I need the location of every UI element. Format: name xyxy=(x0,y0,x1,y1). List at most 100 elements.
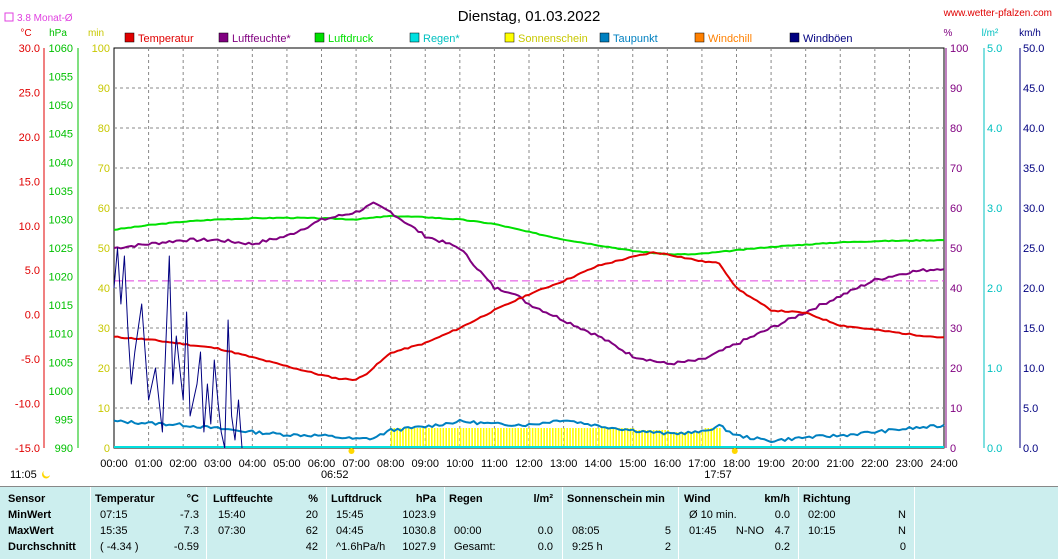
stats-press-value: 1023.9 xyxy=(402,509,436,521)
x-tick-label: 12:00 xyxy=(515,458,543,470)
sunshine-bar xyxy=(716,428,718,448)
stats-hum-value: 62 xyxy=(305,525,318,537)
sunshine-bar xyxy=(687,432,689,448)
x-tick-label: 18:00 xyxy=(723,458,751,470)
x-tick-label: 08:00 xyxy=(377,458,405,470)
tick-label-wind: 40.0 xyxy=(1023,123,1044,135)
tick-label-hum: 10 xyxy=(950,403,962,415)
tick-label-sun: 60 xyxy=(98,203,110,215)
tick-label-rain: 1.0 xyxy=(987,363,1002,375)
weather-chart: Dienstag, 01.03.2022 www.wetter-pfalzen.c… xyxy=(4,8,1052,481)
tick-label-hum: 40 xyxy=(950,283,962,295)
sunshine-bar xyxy=(569,428,571,448)
series-line-temperatur xyxy=(113,251,945,381)
sunrise-icon xyxy=(348,448,355,454)
tick-label-press: 990 xyxy=(55,443,73,455)
statistics-table: Sensor Temperatur °C Luftfeuchte% Luftdruck h… xyxy=(0,486,1058,560)
sunshine-bar xyxy=(595,428,597,448)
legend-label: Windchill xyxy=(708,33,752,45)
tick-label-press: 1010 xyxy=(49,329,73,341)
stats-dir-value: N xyxy=(898,525,906,537)
sunshine-bar xyxy=(592,428,594,448)
stats-dir-value: 0 xyxy=(899,541,906,553)
sunshine-bar xyxy=(583,428,586,448)
sunshine-bar xyxy=(719,428,721,448)
moon-time: 11:05 xyxy=(10,469,37,481)
series-line-taupunkt xyxy=(113,418,945,444)
stats-rain-time: Gesamt: xyxy=(454,541,496,553)
sunshine-bar xyxy=(445,428,448,448)
sunshine-bar xyxy=(465,428,468,448)
sunshine-bar xyxy=(410,428,413,448)
sunshine-bar xyxy=(713,428,715,448)
sunshine-bar xyxy=(508,428,511,448)
sunshine-bar xyxy=(482,428,485,448)
chart-title: Dienstag, 01.03.2022 xyxy=(458,8,601,25)
sunshine-bar xyxy=(531,428,534,448)
sunshine-bar xyxy=(572,428,574,448)
moon-icon xyxy=(42,471,50,479)
stats-temp-time: 07:15 xyxy=(100,509,128,521)
sunshine-bar xyxy=(684,432,687,448)
axis-unit-sun: min xyxy=(88,28,104,39)
sunshine-bar xyxy=(600,428,603,448)
x-tick-label: 11:00 xyxy=(481,458,508,470)
x-tick-label: 20:00 xyxy=(792,458,820,470)
sunshine-bar xyxy=(690,432,692,448)
legend-swatch xyxy=(409,32,420,43)
sunshine-bar xyxy=(479,428,482,448)
x-tick-label: 16:00 xyxy=(654,458,682,470)
sunshine-bar xyxy=(629,428,632,448)
tick-label-hum: 0 xyxy=(950,443,956,455)
tick-label-press: 995 xyxy=(55,414,73,426)
legend-swatch xyxy=(218,32,229,43)
sunshine-bar xyxy=(609,428,612,448)
legend-swatch xyxy=(789,32,800,43)
stats-header-sun: Sonnenschein min xyxy=(567,493,665,505)
series-line-windben xyxy=(113,247,243,449)
sunshine-bar xyxy=(546,428,548,448)
tick-label-wind: 10.0 xyxy=(1023,363,1044,375)
tick-label-temp: 30.0 xyxy=(19,43,40,55)
sunshine-bar xyxy=(436,428,439,448)
series-line-luftdruck xyxy=(113,214,945,256)
tick-label-press: 1050 xyxy=(49,100,73,112)
sunset-icon xyxy=(731,448,738,454)
sunshine-bar xyxy=(537,428,540,448)
tick-label-rain: 4.0 xyxy=(987,123,1002,135)
legend-label: Temperatur xyxy=(138,33,194,45)
x-tick-label: 00:00 xyxy=(100,458,128,470)
tick-label-rain: 2.0 xyxy=(987,283,1002,295)
sunshine-bar xyxy=(557,428,560,448)
sunrise-time: 06:52 xyxy=(321,469,349,481)
tick-label-press: 1000 xyxy=(49,386,73,398)
sunshine-bar xyxy=(560,428,563,448)
legend-swatch xyxy=(314,32,325,43)
stats-header-wind-unit: km/h xyxy=(764,493,790,505)
tick-label-press: 1035 xyxy=(49,186,73,198)
sunshine-bar xyxy=(390,428,393,448)
axis-unit-press: hPa xyxy=(49,28,67,39)
tick-label-sun: 50 xyxy=(98,243,110,255)
tick-label-wind: 35.0 xyxy=(1023,163,1044,175)
sunshine-bar xyxy=(500,428,502,448)
tick-label-temp: -15.0 xyxy=(15,443,40,455)
tick-label-temp: 10.0 xyxy=(19,221,40,233)
sunshine-bar xyxy=(407,428,410,448)
stats-hum-value: 20 xyxy=(305,509,318,521)
tick-label-wind: 45.0 xyxy=(1023,83,1044,95)
x-tick-label: 17:00 xyxy=(688,458,716,470)
stats-temp-value: -0.59 xyxy=(173,541,199,553)
tick-label-wind: 20.0 xyxy=(1023,283,1044,295)
stats-header-press-unit: hPa xyxy=(415,493,436,505)
x-tick-label: 09:00 xyxy=(411,458,439,470)
stats-hum-value: 42 xyxy=(305,541,318,553)
sunshine-bar xyxy=(471,428,473,448)
legend-swatch xyxy=(599,32,610,43)
x-tick-label: 03:00 xyxy=(204,458,232,470)
tick-label-press: 1060 xyxy=(49,43,73,55)
x-tick-label: 21:00 xyxy=(826,458,854,470)
sunshine-bar xyxy=(468,428,471,448)
stats-wind-value: 4.7 xyxy=(774,525,790,537)
sunshine-bar xyxy=(505,428,508,448)
